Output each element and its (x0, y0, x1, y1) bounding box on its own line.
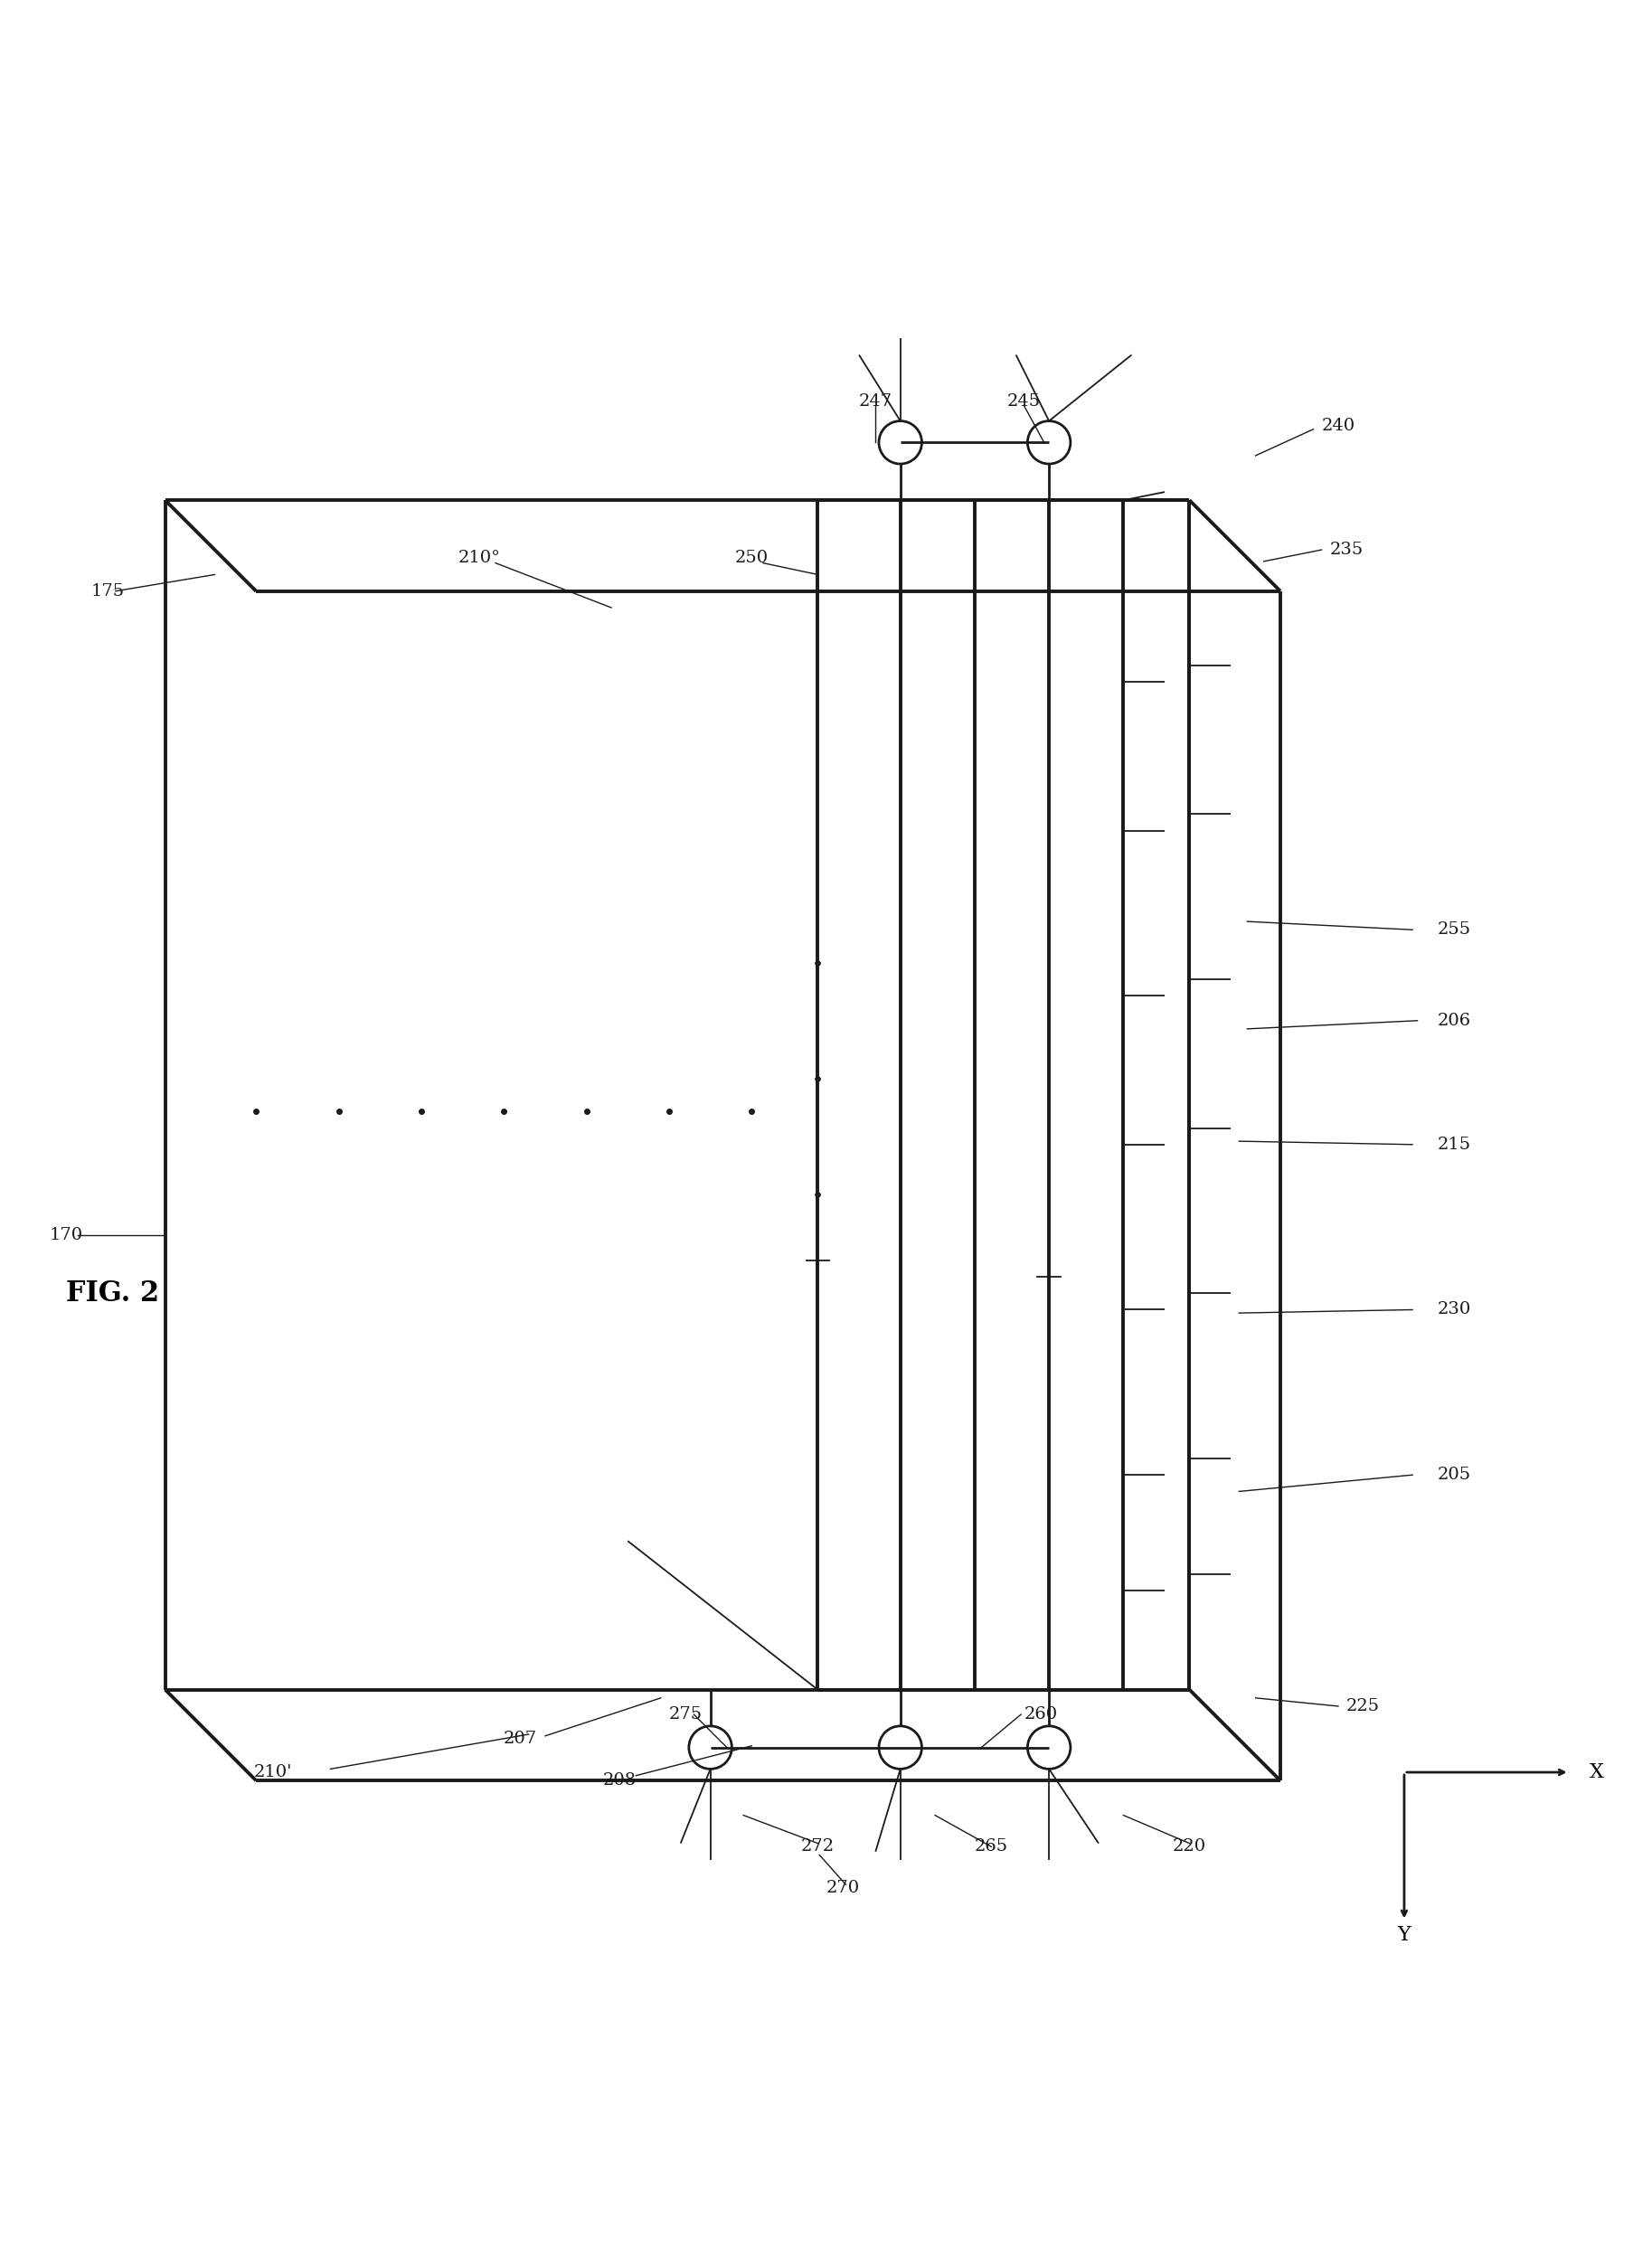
Text: 210°: 210° (458, 550, 501, 566)
Text: 220: 220 (1173, 1839, 1206, 1854)
Text: FIG. 2: FIG. 2 (66, 1279, 159, 1306)
Text: 207: 207 (504, 1730, 537, 1748)
Text: 250: 250 (735, 550, 768, 566)
Text: 270: 270 (826, 1879, 859, 1895)
Text: 206: 206 (1437, 1013, 1470, 1029)
Text: 275: 275 (669, 1706, 702, 1724)
Text: 240: 240 (1322, 417, 1355, 433)
Text: 260: 260 (1024, 1706, 1057, 1724)
Text: X: X (1589, 1762, 1604, 1782)
Text: Y: Y (1398, 1924, 1411, 1945)
Text: 210': 210' (253, 1764, 292, 1780)
Text: 245: 245 (1008, 393, 1041, 408)
Text: 208: 208 (603, 1773, 636, 1789)
Text: 205: 205 (1437, 1466, 1470, 1482)
Text: 235: 235 (1330, 541, 1363, 557)
Text: 272: 272 (801, 1839, 834, 1854)
Text: 175: 175 (91, 582, 124, 600)
Text: 255: 255 (1437, 923, 1470, 938)
Text: 170: 170 (50, 1227, 83, 1243)
Text: 225: 225 (1346, 1699, 1379, 1715)
Text: 247: 247 (859, 393, 892, 408)
Text: 265: 265 (975, 1839, 1008, 1854)
Text: 215: 215 (1437, 1137, 1470, 1153)
Text: 230: 230 (1437, 1302, 1470, 1318)
